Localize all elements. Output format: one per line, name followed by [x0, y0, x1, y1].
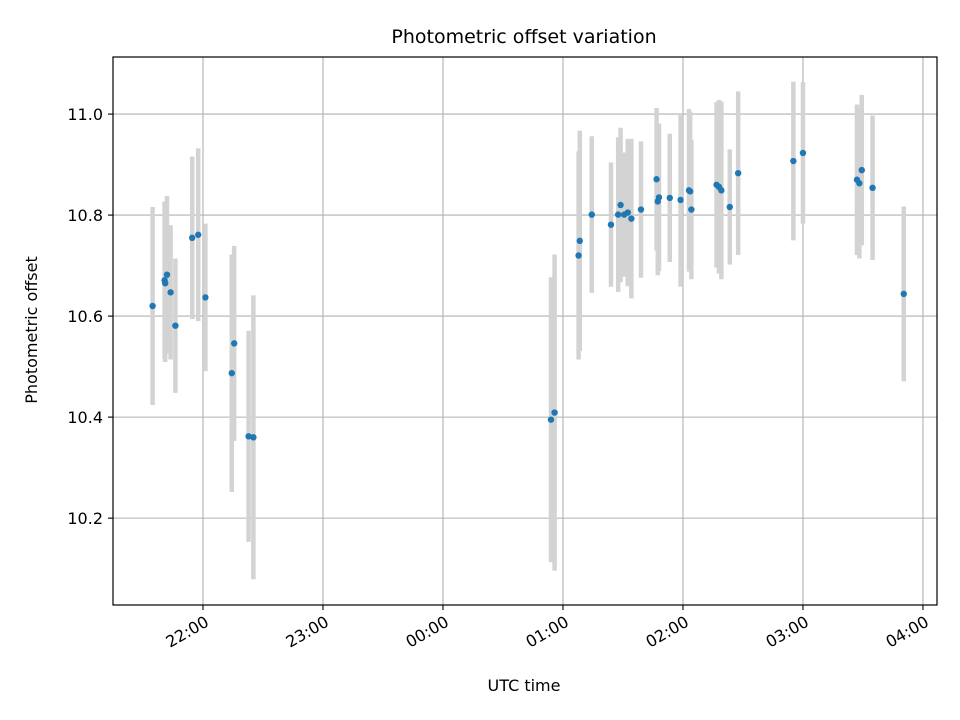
data-point [149, 302, 156, 310]
data-point [245, 433, 252, 440]
data-point [163, 271, 171, 278]
plot-frame [112, 56, 938, 606]
y-tick-label: 10.8 [67, 206, 103, 225]
data-point [666, 194, 673, 202]
data-point [228, 369, 235, 377]
y-axis-ticks: 10.2 10.4 10.6 10.8 11.0 [67, 105, 113, 528]
data-point [551, 409, 558, 416]
data-point [900, 290, 907, 298]
data-point [167, 289, 174, 296]
y-tick-label: 11.0 [67, 105, 103, 124]
chart-title: Photometric offset variation [391, 26, 656, 48]
data-point [790, 157, 797, 165]
data-point [588, 211, 595, 218]
data-point [194, 231, 202, 238]
data-point [726, 203, 733, 211]
data-point [686, 188, 694, 195]
data-point [653, 176, 660, 183]
data-point [575, 252, 582, 259]
data-point [688, 206, 695, 213]
data-point [202, 294, 209, 301]
data-points [149, 149, 907, 441]
data-point [858, 166, 865, 174]
data-point [614, 211, 622, 218]
y-tick-label: 10.6 [67, 307, 103, 326]
data-point [734, 169, 742, 177]
data-point [718, 187, 725, 194]
data-point [547, 416, 555, 423]
data-point [628, 215, 635, 222]
data-point [677, 196, 684, 204]
data-point [188, 234, 196, 242]
data-point [624, 209, 631, 216]
data-point [856, 180, 863, 187]
x-axis-title: UTC time [488, 676, 561, 695]
y-tick-label: 10.2 [67, 509, 103, 528]
data-point [869, 184, 876, 192]
data-point [172, 322, 179, 329]
data-point [576, 237, 583, 245]
y-axis-title: Photometric offset [22, 256, 41, 404]
data-point [230, 340, 238, 347]
data-point [617, 201, 624, 209]
data-point [655, 194, 663, 201]
data-point [637, 206, 645, 213]
data-point [161, 280, 169, 287]
data-point [607, 221, 615, 228]
data-point [799, 149, 807, 157]
data-point [250, 434, 257, 441]
y-tick-label: 10.4 [67, 408, 103, 427]
